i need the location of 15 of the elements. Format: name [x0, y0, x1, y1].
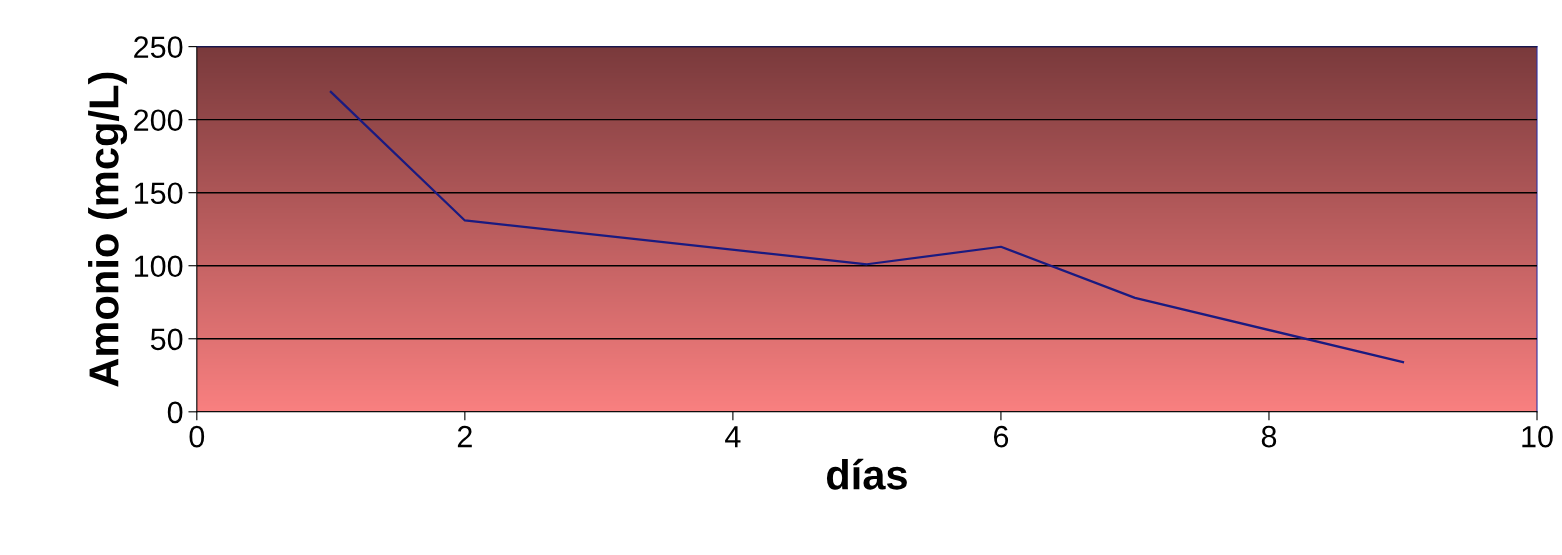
y-tick-label: 200 [134, 109, 183, 132]
x-tick-label: 8 [1261, 425, 1277, 448]
y-tick-label: 50 [150, 328, 183, 351]
y-tick-label: 0 [167, 401, 183, 424]
y-axis-title: Amonio (mcg/L) [88, 72, 128, 387]
x-tick-label: 0 [189, 425, 205, 448]
line-series [329, 90, 1405, 364]
y-tick-label: 100 [134, 255, 183, 278]
x-tick-label: 2 [457, 425, 472, 448]
x-tick-label: 6 [993, 425, 1009, 448]
x-tick-label: 10 [1522, 425, 1553, 448]
y-tick-label: 250 [134, 36, 183, 58]
y-tick-label: 150 [134, 182, 183, 205]
x-axis-title: días [826, 458, 907, 490]
x-tick-label: 4 [725, 426, 741, 448]
